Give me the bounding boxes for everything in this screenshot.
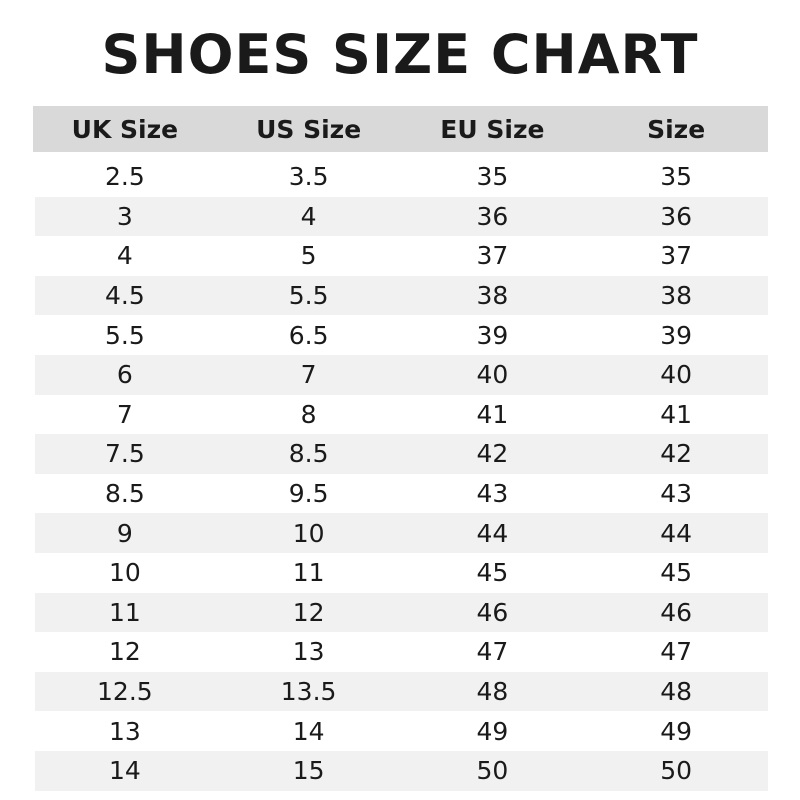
cell-size: 45 xyxy=(660,558,693,588)
cell-uk: 7.5 xyxy=(104,439,145,469)
cell-us: 4 xyxy=(300,201,317,231)
cell-size: 49 xyxy=(660,716,693,746)
cell-uk: 7 xyxy=(116,399,133,429)
cell-us: 5 xyxy=(300,241,317,271)
cell-size: 40 xyxy=(660,360,693,390)
cell-size: 48 xyxy=(660,677,693,707)
cell-eu: 42 xyxy=(476,439,509,469)
table-header: UK Size US Size EU Size Size xyxy=(33,106,768,152)
column-header-us: US Size xyxy=(256,114,362,144)
cell-us: 8 xyxy=(300,399,317,429)
table-row: 13 14 49 49 xyxy=(33,711,768,751)
cell-eu: 45 xyxy=(476,558,509,588)
cell-uk: 6 xyxy=(116,360,133,390)
table-row: 7 8 41 41 xyxy=(33,395,768,435)
cell-eu: 47 xyxy=(476,637,509,667)
cell-uk: 4 xyxy=(116,241,133,271)
cell-size: 38 xyxy=(660,281,693,311)
cell-size: 47 xyxy=(660,637,693,667)
cell-size: 37 xyxy=(660,241,693,271)
cell-size: 44 xyxy=(660,518,693,548)
cell-uk: 13 xyxy=(108,716,141,746)
table-row: 6 7 40 40 xyxy=(35,354,768,395)
column-header-eu: EU Size xyxy=(440,114,545,144)
cell-eu: 46 xyxy=(476,597,509,627)
cell-us: 14 xyxy=(292,716,325,746)
cell-us: 6.5 xyxy=(288,320,329,350)
cell-uk: 2.5 xyxy=(104,162,145,192)
table-row: 4 5 37 37 xyxy=(33,236,768,276)
table-row: 9 10 44 44 xyxy=(35,513,768,553)
cell-us: 5.5 xyxy=(288,281,329,311)
cell-us: 13.5 xyxy=(280,677,337,707)
table-row: 14 15 50 50 xyxy=(35,750,768,791)
cell-eu: 40 xyxy=(476,360,509,390)
table-row: 8.5 9.5 43 43 xyxy=(33,474,768,514)
size-chart-table: UK Size US Size EU Size Size 2.5 3.5 35 35 3… xyxy=(33,106,768,791)
table-row: 10 11 45 45 xyxy=(33,553,768,593)
cell-size: 46 xyxy=(660,597,693,627)
table-row: 11 12 46 46 xyxy=(35,592,768,633)
column-header-uk: UK Size xyxy=(71,114,179,144)
cell-us: 10 xyxy=(292,518,325,548)
table-row: 12.5 13.5 48 48 xyxy=(35,671,768,712)
cell-eu: 48 xyxy=(476,677,509,707)
cell-size: 50 xyxy=(660,756,693,786)
cell-us: 11 xyxy=(292,558,325,588)
cell-uk: 8.5 xyxy=(104,479,145,509)
table-row: 2.5 3.5 35 35 xyxy=(33,157,768,197)
cell-uk: 4.5 xyxy=(104,281,145,311)
table-row: 7.5 8.5 42 42 xyxy=(35,434,768,474)
table-row: 5.5 6.5 39 39 xyxy=(33,315,768,355)
cell-eu: 39 xyxy=(476,320,509,350)
cell-us: 7 xyxy=(300,360,317,390)
cell-uk: 10 xyxy=(108,558,141,588)
cell-uk: 14 xyxy=(108,756,141,786)
cell-eu: 49 xyxy=(476,716,509,746)
cell-eu: 43 xyxy=(476,479,509,509)
cell-eu: 37 xyxy=(476,241,509,271)
cell-eu: 50 xyxy=(476,756,509,786)
table-row: 12 13 47 47 xyxy=(33,632,768,672)
table-row: 3 4 36 36 xyxy=(35,196,768,237)
cell-uk: 5.5 xyxy=(104,320,145,350)
table-row: 4.5 5.5 38 38 xyxy=(35,275,768,316)
cell-size: 36 xyxy=(660,201,693,231)
cell-size: 41 xyxy=(660,399,693,429)
cell-uk: 9 xyxy=(116,518,133,548)
cell-uk: 12 xyxy=(108,637,141,667)
cell-size: 42 xyxy=(660,439,693,469)
cell-size: 43 xyxy=(660,479,693,509)
cell-size: 39 xyxy=(660,320,693,350)
cell-eu: 38 xyxy=(476,281,509,311)
page-title: SHOES SIZE CHART xyxy=(101,23,699,86)
cell-eu: 41 xyxy=(476,399,509,429)
column-header-size: Size xyxy=(647,114,706,144)
cell-us: 12 xyxy=(292,597,325,627)
cell-eu: 36 xyxy=(476,201,509,231)
cell-uk: 11 xyxy=(108,597,141,627)
cell-eu: 44 xyxy=(476,518,509,548)
cell-size: 35 xyxy=(660,162,693,192)
cell-us: 8.5 xyxy=(288,439,329,469)
cell-us: 3.5 xyxy=(288,162,329,192)
cell-us: 13 xyxy=(292,637,325,667)
table-body: 2.5 3.5 35 35 3 4 36 36 4 5 37 37 4.5 5.5 38 38 5.5 6.5 39… xyxy=(33,157,768,791)
cell-us: 9.5 xyxy=(288,479,329,509)
cell-eu: 35 xyxy=(476,162,509,192)
cell-us: 15 xyxy=(292,756,325,786)
cell-uk: 3 xyxy=(116,201,133,231)
cell-uk: 12.5 xyxy=(97,677,153,707)
